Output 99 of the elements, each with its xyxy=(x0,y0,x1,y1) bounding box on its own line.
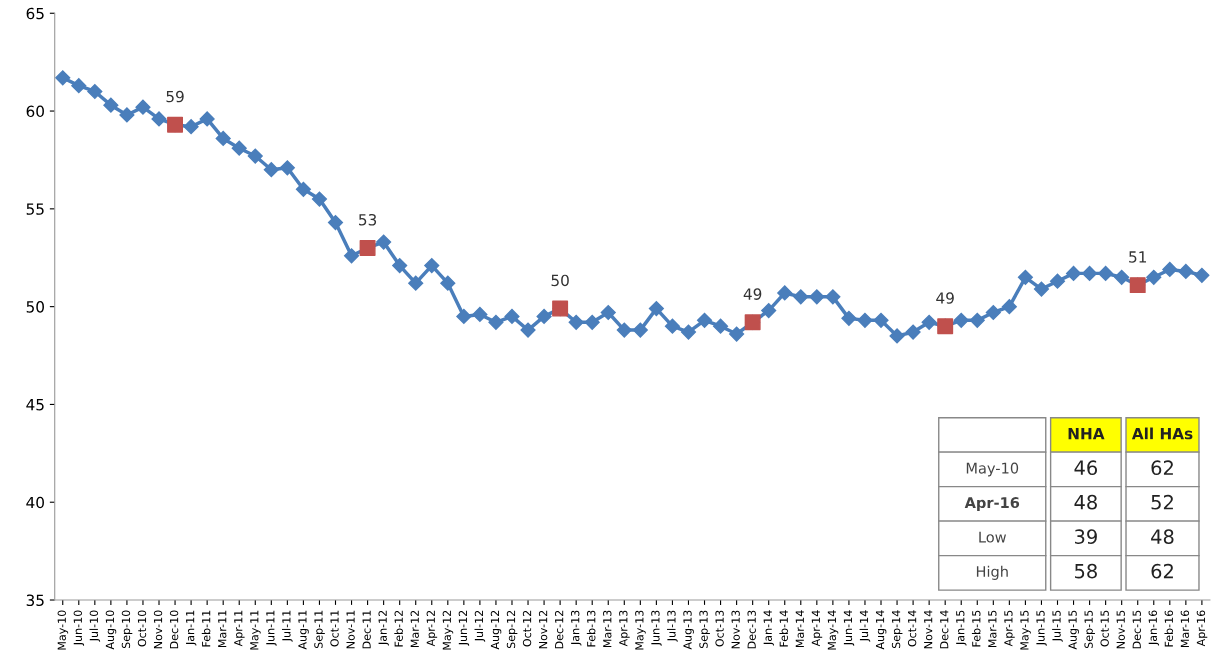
x-tick-label: Feb-13 xyxy=(586,610,596,647)
x-tick-label: Sep-13 xyxy=(699,610,710,649)
annotation: 62 xyxy=(1151,460,1173,476)
x-tick-label: Apr-12 xyxy=(426,610,438,647)
x-tick-label: Jan-12 xyxy=(378,610,389,646)
x-tick-label: Apr-13 xyxy=(619,610,630,647)
x-tick-label: Sep-10 xyxy=(121,610,133,649)
x-tick-label: Dec-15 xyxy=(1132,610,1141,649)
x-tick-label: Jan-15 xyxy=(956,610,967,646)
x-tick-label: Jul-12 xyxy=(474,610,486,642)
x-tick-label: Aug-15 xyxy=(1068,610,1079,650)
annotation: 58 xyxy=(1075,563,1097,579)
x-tick-label: Oct-11 xyxy=(330,610,339,647)
annotation: 46 xyxy=(1074,460,1098,476)
x-tick-label: Oct-13 xyxy=(715,610,724,647)
y-tick-label: 40 xyxy=(26,496,44,509)
data-label: 50 xyxy=(551,274,569,287)
y-tick-label: 55 xyxy=(26,203,44,215)
x-tick-label: Oct-12 xyxy=(522,610,532,647)
x-tick-label: Oct-10 xyxy=(137,610,147,647)
x-tick-label: Jun-12 xyxy=(458,610,470,646)
data-label: 51 xyxy=(1129,251,1147,263)
x-tick-label: Jun-13 xyxy=(651,610,662,646)
x-tick-label: Jul-10 xyxy=(89,610,101,642)
x-tick-label: Mar-11 xyxy=(218,610,227,648)
x-tick-label: Dec-13 xyxy=(747,610,756,649)
x-tick-label: Aug-13 xyxy=(683,610,694,650)
x-tick-label: Nov-11 xyxy=(346,610,355,649)
y-tick-label: 65 xyxy=(26,7,44,20)
annotation: NHA xyxy=(1068,428,1105,440)
x-tick-label: Feb-12 xyxy=(394,610,403,647)
x-tick-label: Oct-14 xyxy=(907,610,917,647)
x-tick-label: Sep-12 xyxy=(506,610,518,649)
x-tick-label: Nov-13 xyxy=(731,610,740,649)
x-tick-label: Jun-11 xyxy=(266,610,277,646)
x-tick-label: Aug-12 xyxy=(490,610,502,650)
x-tick-label: Apr-14 xyxy=(811,610,823,647)
x-tick-label: Jul-15 xyxy=(1052,610,1063,642)
x-tick-label: Mar-12 xyxy=(410,610,419,648)
x-tick-label: Nov-12 xyxy=(538,610,548,649)
x-tick-label: Jul-14 xyxy=(859,610,871,642)
annotation: 48 xyxy=(1151,529,1174,544)
x-tick-label: May-10 xyxy=(57,610,69,650)
annotation: 62 xyxy=(1151,563,1173,579)
data-label: 53 xyxy=(359,214,377,226)
x-tick-label: Mar-16 xyxy=(1180,610,1190,648)
x-tick-label: Feb-14 xyxy=(779,610,788,647)
x-tick-label: Jul-11 xyxy=(281,610,293,642)
x-tick-label: May-15 xyxy=(1020,610,1031,650)
x-tick-label: Nov-10 xyxy=(153,610,163,649)
annotation: Low xyxy=(979,531,1006,543)
x-tick-label: Jan-16 xyxy=(1148,610,1160,646)
annotation: All HAs xyxy=(1131,427,1193,440)
x-tick-label: Feb-11 xyxy=(201,610,211,647)
x-tick-label: Sep-11 xyxy=(314,610,325,649)
x-tick-label: May-11 xyxy=(250,610,261,650)
y-tick-label: 60 xyxy=(26,105,44,118)
x-tick-label: Sep-14 xyxy=(891,610,903,649)
y-tick-label: 45 xyxy=(26,399,44,411)
x-tick-label: Jan-11 xyxy=(186,610,197,646)
data-label: 59 xyxy=(166,90,184,103)
annotation: May-10 xyxy=(966,462,1019,477)
x-tick-label: Aug-14 xyxy=(875,610,887,650)
x-tick-label: Jun-15 xyxy=(1036,610,1047,646)
x-tick-label: Feb-15 xyxy=(971,610,981,647)
annotation: 52 xyxy=(1151,494,1173,510)
x-tick-label: Sep-15 xyxy=(1084,610,1095,649)
x-tick-label: Dec-11 xyxy=(362,610,371,649)
x-tick-label: Jan-13 xyxy=(570,610,582,646)
x-tick-label: Feb-16 xyxy=(1164,610,1174,647)
x-tick-label: Jan-14 xyxy=(763,610,774,646)
x-tick-label: Apr-15 xyxy=(1004,610,1015,647)
x-tick-label: Aug-10 xyxy=(105,610,117,650)
data-label: 49 xyxy=(743,288,762,300)
x-tick-label: Nov-14 xyxy=(924,610,933,649)
x-tick-label: Jul-13 xyxy=(667,610,678,642)
x-tick-label: Jun-14 xyxy=(843,610,855,646)
x-tick-label: Apr-11 xyxy=(234,610,245,647)
x-tick-label: Mar-15 xyxy=(988,610,997,648)
annotation: Apr-16 xyxy=(964,497,1020,511)
annotation: 39 xyxy=(1075,529,1097,544)
y-tick-label: 35 xyxy=(26,594,44,607)
data-label: 49 xyxy=(936,292,954,304)
x-tick-label: Jun-10 xyxy=(73,610,85,646)
x-tick-label: Dec-14 xyxy=(940,610,949,649)
annotation: 48 xyxy=(1074,494,1097,510)
x-tick-label: May-12 xyxy=(442,610,454,650)
x-tick-label: Dec-12 xyxy=(554,610,564,649)
x-tick-label: Oct-15 xyxy=(1100,610,1109,647)
x-tick-label: Mar-14 xyxy=(795,610,805,648)
x-tick-label: May-13 xyxy=(635,610,646,650)
x-tick-label: Dec-10 xyxy=(169,610,179,649)
x-tick-label: Mar-13 xyxy=(603,610,612,648)
x-tick-label: Aug-11 xyxy=(298,610,309,650)
x-tick-label: Apr-16 xyxy=(1196,610,1208,647)
annotation: High xyxy=(976,565,1008,580)
y-tick-label: 50 xyxy=(26,301,44,313)
x-tick-label: Nov-15 xyxy=(1116,610,1125,649)
x-tick-label: May-14 xyxy=(827,610,839,650)
